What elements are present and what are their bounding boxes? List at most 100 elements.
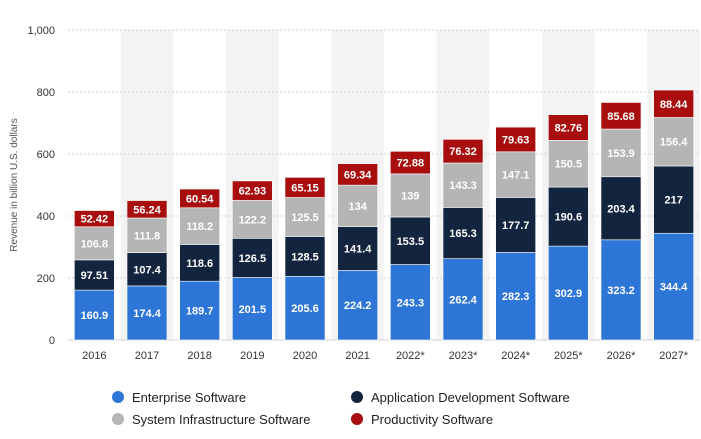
- bar-segment: [232, 277, 273, 341]
- bar-segment: [390, 151, 431, 175]
- bar-segment: [548, 245, 589, 341]
- data-label: 106.8: [81, 238, 109, 250]
- bar-segment: [600, 102, 642, 130]
- bar-segment: [179, 280, 220, 341]
- x-tick-label: 2018: [187, 350, 211, 362]
- data-label: 282.3: [502, 291, 530, 303]
- y-axis: 0 200 400 600 800 1,000: [27, 25, 55, 347]
- x-tick-label: 2024*: [501, 350, 530, 362]
- bar-segment: [600, 176, 642, 241]
- data-label: 107.4: [133, 264, 161, 276]
- bar-segment: [74, 210, 115, 228]
- x-tick-label: 2026*: [607, 350, 636, 362]
- data-label: 156.4: [660, 137, 688, 149]
- bar-segment: [232, 180, 273, 201]
- data-label: 111.8: [134, 230, 160, 242]
- legend-label: Enterprise Software: [132, 389, 247, 405]
- bar-segment: [337, 270, 378, 341]
- bar-segment: [126, 252, 168, 287]
- bar-segment: [284, 236, 326, 277]
- bar-segment: [548, 140, 589, 188]
- legend-item-productivity-software[interactable]: Productivity Software: [351, 410, 493, 428]
- legend-swatch: [351, 413, 363, 425]
- x-axis: 2016 2017 2018 2019 2020 2021 2022* 2023* 2024* 2…: [82, 350, 689, 362]
- data-label: 141.4: [344, 244, 372, 256]
- x-tick-label: 2023*: [449, 350, 478, 362]
- data-label: 139: [401, 190, 419, 202]
- bar-segment: [179, 188, 220, 209]
- x-tick-label: 2021: [345, 350, 369, 362]
- stacked-bar-chart: 0 200 400 600 800 1,000 Revenue in billion U.…: [9, 25, 700, 362]
- data-label: 344.4: [660, 282, 688, 294]
- data-label: 160.9: [81, 310, 109, 322]
- legend: Enterprise Software Application Developm…: [0, 384, 701, 434]
- y-tick-label: 600: [37, 149, 55, 161]
- legend-item-enterprise-software[interactable]: Enterprise Software: [112, 388, 246, 406]
- data-label: 217: [664, 195, 682, 207]
- data-label: 118.2: [186, 221, 213, 233]
- gridlines: [68, 29, 700, 341]
- bar-segment: [126, 285, 168, 341]
- data-label: 224.2: [344, 300, 372, 312]
- legend-item-system-infrastructure-software[interactable]: System Infrastructure Software: [112, 410, 310, 428]
- data-label: 177.7: [502, 220, 530, 232]
- data-label: 302.9: [555, 288, 583, 300]
- data-label: 52.42: [81, 214, 109, 226]
- x-tick-label: 2019: [240, 350, 264, 362]
- data-label: 88.44: [660, 99, 688, 111]
- data-label: 262.4: [449, 294, 477, 306]
- bar-segment: [390, 216, 431, 265]
- x-tick-label: 2022*: [396, 350, 425, 362]
- data-label: 201.5: [239, 304, 267, 316]
- bar-segment: [653, 232, 694, 341]
- bar-segment: [126, 217, 168, 253]
- data-label: 126.5: [239, 253, 267, 265]
- legend-label: System Infrastructure Software: [132, 411, 311, 427]
- legend-swatch: [112, 413, 124, 425]
- y-tick-label: 800: [37, 87, 55, 99]
- bar-segment: [600, 239, 642, 341]
- data-label: 125.5: [291, 212, 319, 224]
- y-axis-label: Revenue in billion U.S. dollars: [9, 118, 20, 251]
- data-label: 79.63: [502, 134, 530, 146]
- legend-swatch: [112, 391, 124, 403]
- bar-segment: [179, 244, 220, 282]
- bar-segment: [495, 151, 536, 198]
- data-label: 174.4: [133, 308, 161, 320]
- bar-segment: [390, 264, 431, 341]
- data-label: 128.5: [291, 251, 319, 263]
- data-label: 243.3: [397, 297, 425, 309]
- data-label: 62.93: [239, 186, 267, 198]
- bar-segment: [337, 163, 378, 186]
- bar-segment: [232, 200, 273, 239]
- legend-item-application-development-software[interactable]: Application Development Software: [351, 388, 570, 406]
- bar-segment: [337, 226, 378, 271]
- bar-segment: [284, 275, 326, 341]
- x-tick-label: 2027*: [659, 350, 688, 362]
- data-label: 147.1: [502, 170, 530, 182]
- data-label: 134: [348, 201, 367, 213]
- legend-label: Application Development Software: [371, 389, 570, 405]
- bar-segment: [548, 186, 589, 247]
- bar-segment: [337, 184, 378, 227]
- bar-segment: [653, 117, 694, 167]
- data-label: 60.54: [186, 193, 214, 205]
- x-tick-label: 2020: [293, 350, 317, 362]
- bar-segment: [548, 114, 589, 141]
- data-label: 65.15: [291, 182, 319, 194]
- legend-swatch: [351, 391, 363, 403]
- data-label: 190.6: [555, 212, 583, 224]
- bar-segment: [442, 258, 484, 341]
- bar-segment: [495, 126, 536, 153]
- data-label: 153.9: [607, 148, 635, 160]
- bar-segment: [284, 197, 326, 237]
- bar-segment: [74, 259, 115, 291]
- data-label: 143.3: [449, 180, 477, 192]
- data-label: 97.51: [81, 270, 109, 282]
- data-label: 189.7: [186, 306, 214, 318]
- data-label: 69.34: [344, 169, 372, 181]
- data-label: 153.5: [397, 236, 425, 248]
- data-label: 76.32: [449, 146, 477, 158]
- data-label: 122.2: [239, 214, 267, 226]
